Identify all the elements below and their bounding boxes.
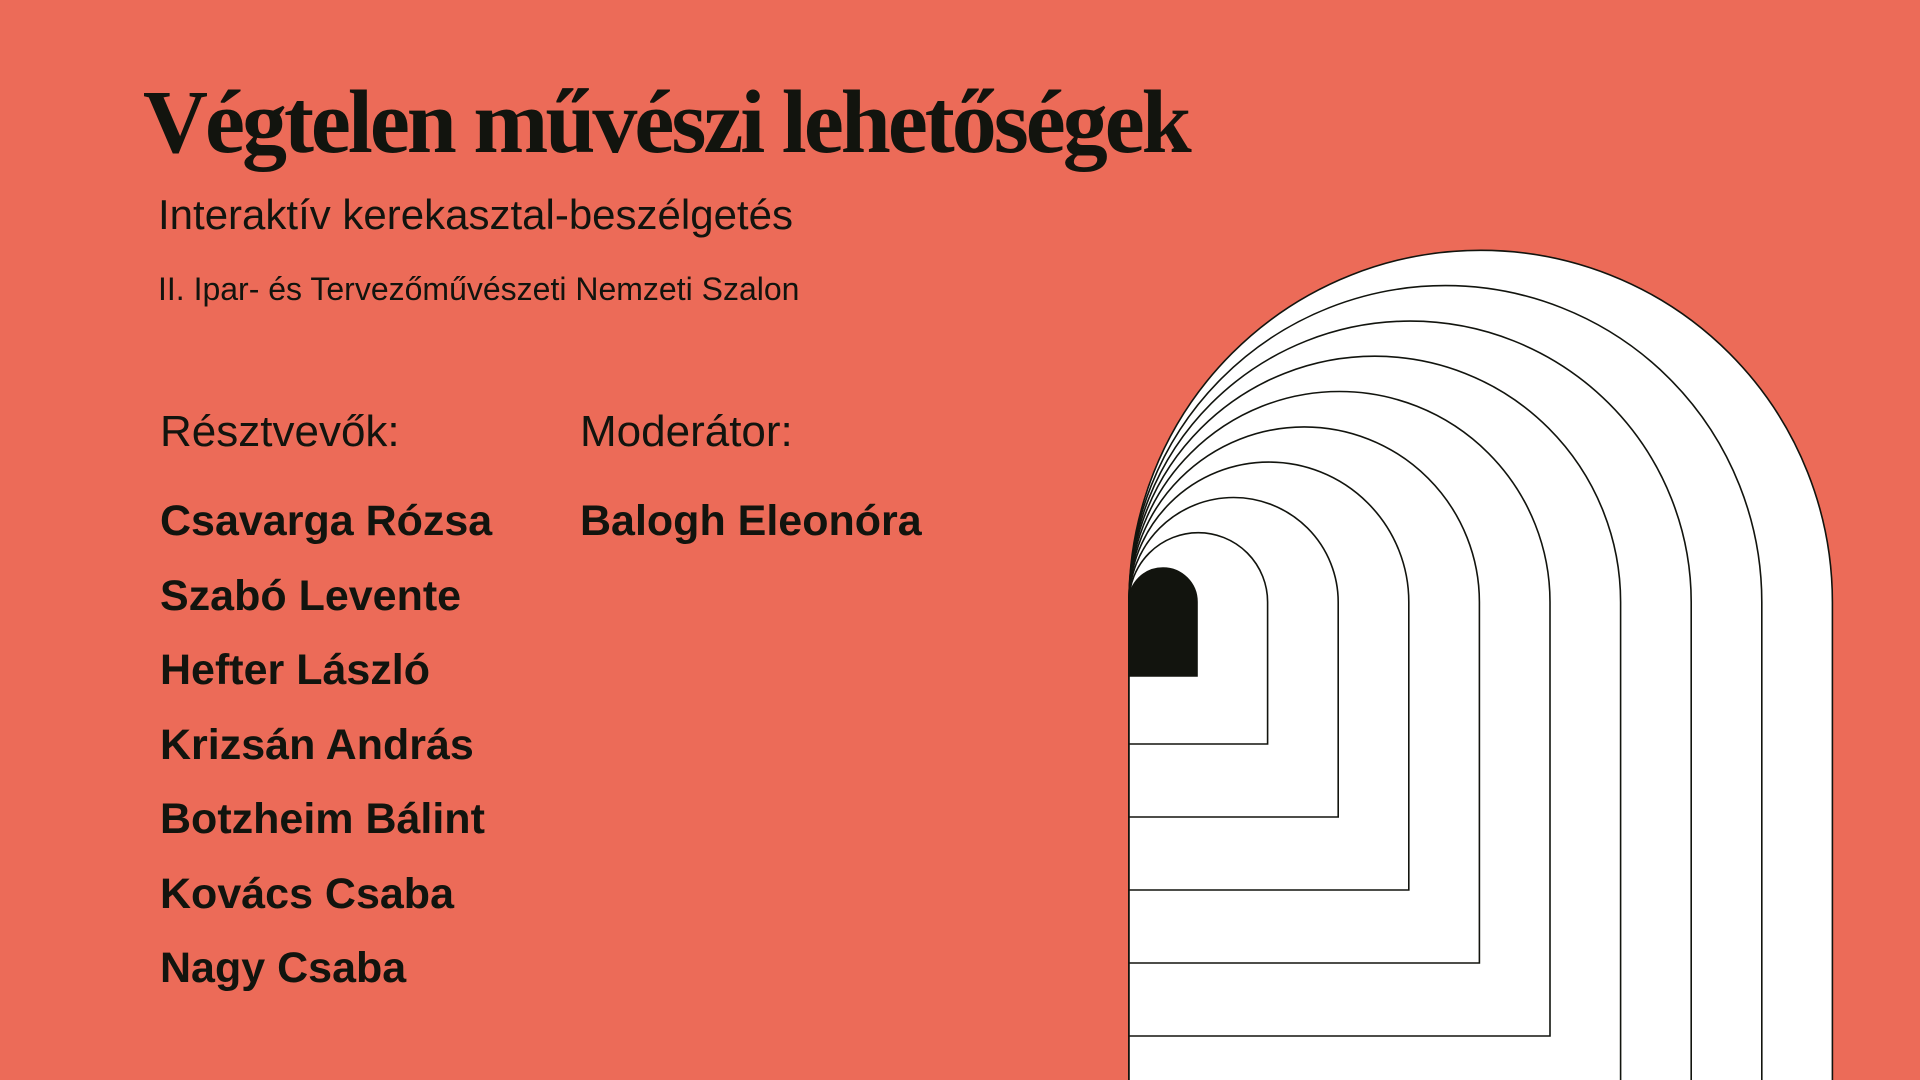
participant-name: Botzheim Bálint (160, 795, 485, 843)
participant-name: Krizsán András (160, 720, 474, 769)
title: Végtelen művészi lehetőségek (143, 73, 1192, 172)
participant-name: Kovács Csaba (160, 869, 454, 918)
inner-arch-solid (1128, 567, 1198, 677)
participants-heading: Résztvevők: (160, 407, 400, 456)
participant-name: Szabó Levente (160, 571, 462, 620)
participant-name: Nagy Csaba (160, 944, 407, 992)
subtitle: Interaktív kerekasztal-beszélgetés (158, 191, 793, 238)
moderator-name: Balogh Eleonóra (580, 497, 922, 545)
participants-list: Résztvevők: Csavarga Rózsa Szabó Levente… (160, 410, 492, 1006)
event-name: II. Ipar- és Tervezőművészeti Nemzeti Sz… (158, 271, 800, 307)
participant-name: Hefter László (160, 646, 431, 694)
participant-name: Csavarga Rózsa (160, 497, 493, 545)
moderator-heading: Moderátor: (580, 407, 793, 456)
moderator-block: Moderátor: Balogh Eleonóra (580, 410, 922, 559)
